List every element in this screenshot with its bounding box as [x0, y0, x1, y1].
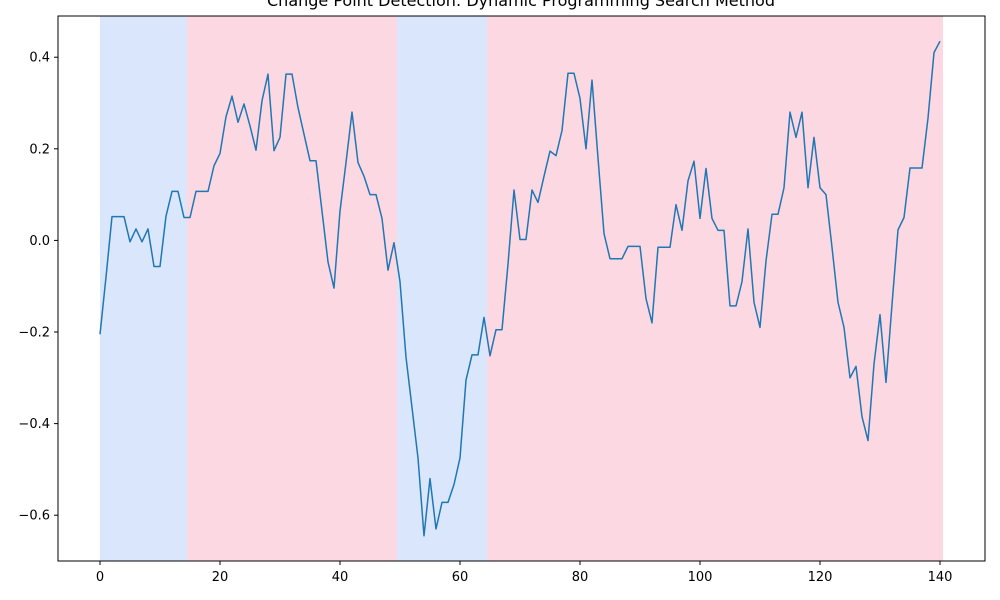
x-tick-label: 20	[212, 570, 229, 585]
x-tick-label: 80	[572, 570, 589, 585]
segment-bands	[100, 16, 943, 561]
y-axis: −0.6 −0.4 −0.2 0.0 0.2 0.4	[18, 51, 58, 524]
x-tick-label: 40	[332, 570, 349, 585]
plot-frame	[57, 15, 986, 562]
segment-band-2	[397, 16, 487, 561]
x-tick-label: 100	[688, 570, 713, 585]
y-tick-label: 0.0	[29, 234, 50, 249]
segment-band-1	[187, 16, 397, 561]
y-tick-label: 0.2	[29, 142, 50, 157]
series-line-0	[99, 40, 941, 537]
y-tick-label: −0.6	[18, 509, 50, 524]
y-tick-label: 0.4	[29, 51, 50, 66]
segment-band-0	[100, 16, 187, 561]
x-axis: 0 20 40 60 80 100 120 140	[96, 561, 953, 585]
segment-band-3	[487, 16, 943, 561]
y-tick-label: −0.2	[18, 326, 50, 341]
series-layer	[99, 40, 941, 537]
chart-title: Change Point Detection: Dynamic Programm…	[267, 0, 775, 10]
x-tick-label: 120	[808, 570, 833, 585]
x-tick-label: 0	[96, 570, 104, 585]
x-tick-label: 140	[928, 570, 953, 585]
x-tick-label: 60	[452, 570, 469, 585]
y-tick-label: −0.4	[18, 417, 50, 432]
